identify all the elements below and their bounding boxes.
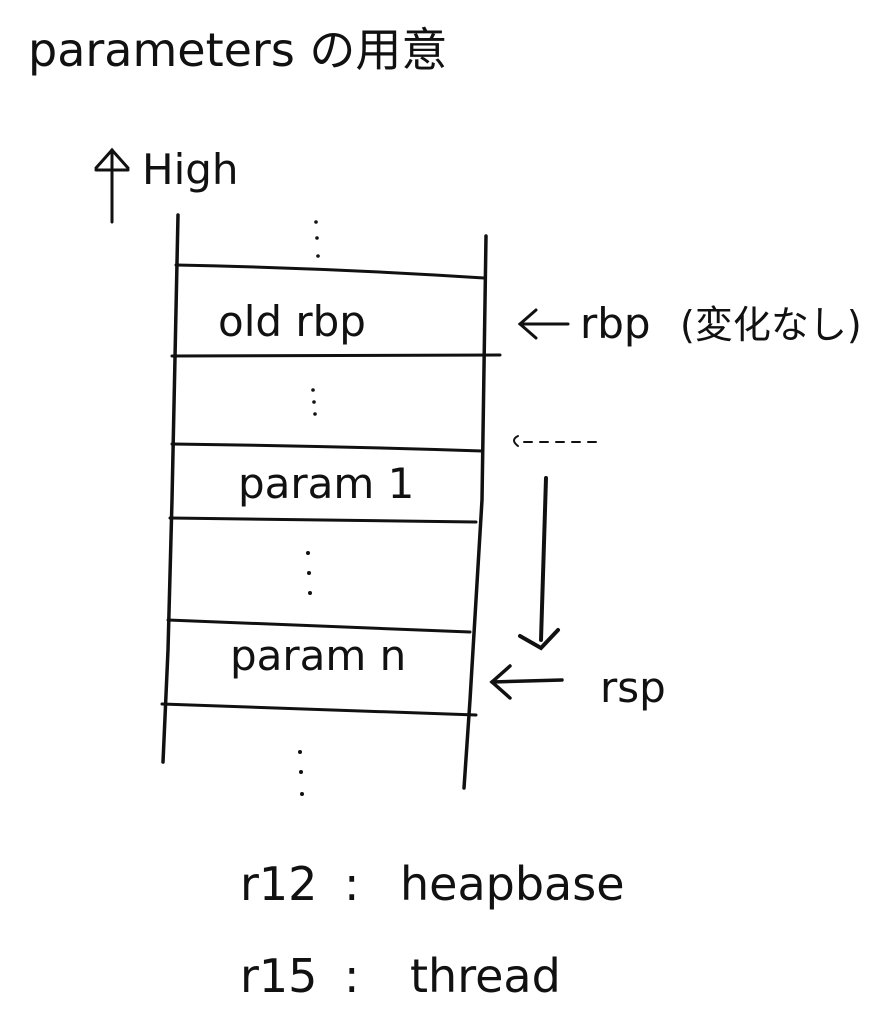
register-name-r12: r12 bbox=[240, 857, 317, 911]
register-separator: : bbox=[344, 949, 360, 1003]
cell-divider bbox=[170, 353, 502, 358]
ellipsis-top bbox=[314, 220, 320, 258]
down-arrow-icon bbox=[518, 476, 560, 651]
register-value-r15: thread bbox=[410, 949, 561, 1003]
cell-divider bbox=[160, 702, 478, 717]
ellipsis-after-rbp bbox=[311, 388, 317, 416]
stack-left-wall bbox=[161, 213, 180, 764]
cell-divider bbox=[168, 516, 478, 524]
rbp-arrow-icon bbox=[517, 308, 570, 340]
rsp-pointer-label: rsp bbox=[600, 663, 666, 712]
register-separator: : bbox=[344, 857, 360, 911]
ellipsis-bottom bbox=[298, 750, 304, 796]
rbp-pointer-label: rbp bbox=[580, 299, 651, 348]
up-arrow-icon bbox=[94, 147, 130, 224]
cell-label-param-1: param 1 bbox=[238, 459, 414, 508]
register-name-r15: r15 bbox=[240, 949, 317, 1003]
cell-label-param-n: param n bbox=[230, 631, 406, 680]
register-value-r12: heapbase bbox=[400, 857, 625, 911]
stack-right-wall bbox=[462, 234, 488, 790]
high-label: High bbox=[142, 145, 239, 194]
diagram-title: parameters の用意 bbox=[28, 23, 447, 77]
cell-divider bbox=[170, 442, 484, 453]
rsp-arrow-icon bbox=[489, 664, 564, 700]
dashed-marker-icon bbox=[513, 435, 597, 447]
cell-divider bbox=[174, 263, 486, 280]
rbp-pointer-note: (変化なし) bbox=[680, 303, 862, 347]
ellipsis-middle bbox=[306, 551, 312, 595]
cell-divider bbox=[166, 618, 472, 634]
cell-label-old-rbp: old rbp bbox=[218, 297, 366, 346]
